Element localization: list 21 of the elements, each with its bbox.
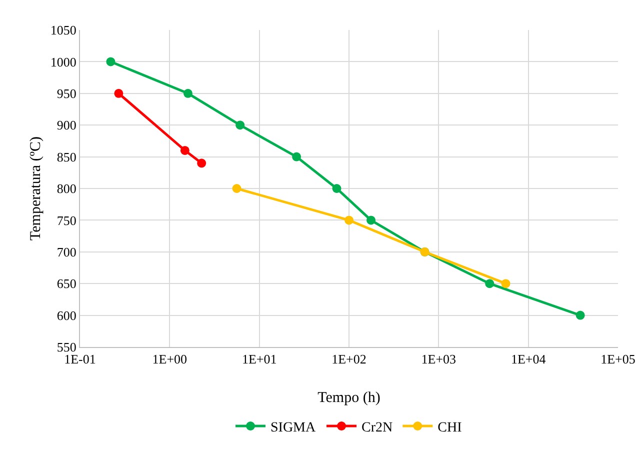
y-tick-label: 1050 <box>50 22 76 38</box>
x-tick-label: 1E+03 <box>421 352 456 367</box>
y-tick-label: 1000 <box>50 54 76 70</box>
y-tick-label: 800 <box>56 181 76 196</box>
y-tick-label: 600 <box>56 308 76 323</box>
y-axis-title: Temperatura (ºC) <box>28 136 44 240</box>
y-tick-label: 750 <box>56 212 76 228</box>
x-tick-label: 1E+04 <box>510 352 546 367</box>
y-tick-label: 650 <box>56 276 76 292</box>
y-tick-label: 900 <box>56 118 76 133</box>
x-tick-label: 1E+02 <box>332 352 366 367</box>
x-tick-label: 1E+05 <box>600 352 636 367</box>
x-axis-title: Tempo (h) <box>318 390 380 406</box>
legend-label: Cr2N <box>362 420 393 436</box>
y-tick-label: 850 <box>56 149 76 164</box>
x-tick-label: 1E+00 <box>152 352 188 367</box>
y-tick-label: 950 <box>56 86 76 101</box>
x-tick-label: 1E+01 <box>242 352 277 367</box>
y-tick-label: 700 <box>56 244 76 260</box>
legend-label: CHI <box>438 420 462 436</box>
legend-label: SIGMA <box>270 420 317 436</box>
